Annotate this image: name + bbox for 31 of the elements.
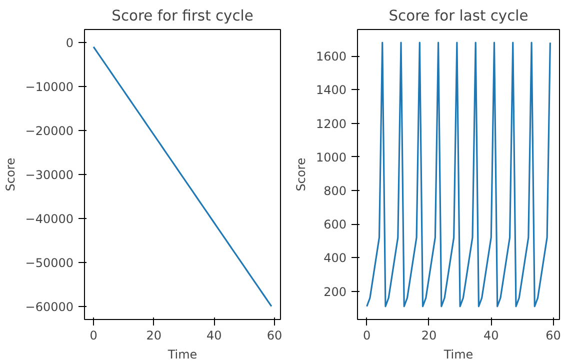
x-tick-label: 60 bbox=[266, 328, 282, 342]
x-axis-title: Time bbox=[442, 348, 474, 362]
y-tick-label: 1000 bbox=[316, 150, 347, 164]
chart-title: Score for last cycle bbox=[388, 8, 528, 24]
y-tick-label: 1600 bbox=[316, 50, 347, 64]
y-tick-label: 200 bbox=[324, 284, 346, 299]
x-axis-title: Time bbox=[166, 348, 198, 362]
y-tick-label: 0 bbox=[66, 36, 74, 50]
y-tick-label: 600 bbox=[324, 218, 346, 232]
x-tick-label: 0 bbox=[90, 328, 98, 342]
x-tick-label: 0 bbox=[363, 328, 371, 342]
line-series bbox=[92, 46, 272, 308]
y-tick-label: 1200 bbox=[316, 116, 347, 131]
x-tick-label: 20 bbox=[146, 328, 162, 342]
y-axis-title: Score bbox=[3, 158, 18, 192]
x-tick-label: 20 bbox=[421, 328, 437, 342]
y-tick-label: −30000 bbox=[25, 168, 74, 182]
y-tick-label: 800 bbox=[324, 184, 346, 198]
y-tick-label: −20000 bbox=[25, 124, 74, 138]
y-tick-label: −40000 bbox=[25, 212, 74, 226]
y-tick-label: −10000 bbox=[25, 80, 74, 94]
y-tick-label: −60000 bbox=[25, 300, 74, 314]
chart-title: Score for first cycle bbox=[112, 8, 254, 24]
x-tick-label: 60 bbox=[546, 328, 561, 342]
line-series bbox=[366, 42, 551, 308]
x-tick-label: 40 bbox=[483, 328, 499, 342]
y-axis-title: Score bbox=[294, 158, 308, 192]
y-tick-label: −50000 bbox=[25, 256, 74, 270]
y-tick-label: 1400 bbox=[316, 83, 347, 98]
y-tick-label: 400 bbox=[324, 251, 346, 266]
x-tick-label: 40 bbox=[206, 328, 222, 342]
